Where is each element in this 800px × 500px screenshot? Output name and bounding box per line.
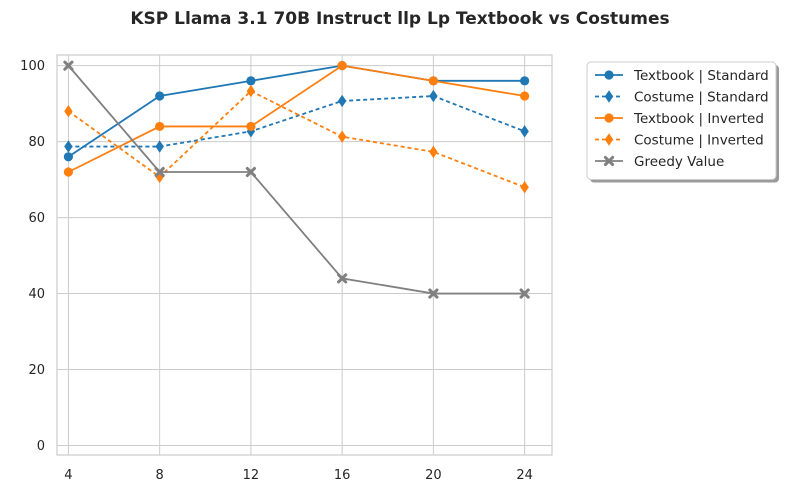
data-point [63,60,74,71]
legend-item: Greedy Value [595,154,724,170]
data-point [154,166,165,178]
data-point [337,61,347,71]
data-point [337,94,347,108]
plot-frame [56,54,553,456]
series-line [67,65,525,295]
data-point [245,166,256,178]
y-tick-label: 60 [28,211,45,226]
legend-label: Textbook | Standard [633,68,769,84]
data-point [64,105,73,118]
legend-item: Costume | Standard [595,90,769,106]
series-1 [64,89,529,153]
data-point [519,288,530,299]
legend: Textbook | Standard Costume | Standard Tex… [586,61,779,183]
data-point [63,167,74,177]
legend-label: Costume | Standard [634,90,769,106]
data-point [246,121,256,132]
x-tick-label: 12 [243,468,260,483]
y-tick-label: 0 [37,439,45,454]
legend-item: Textbook | Inverted [595,111,764,127]
data-point [246,125,256,138]
legend-label: Greedy Value [634,154,724,170]
data-point [428,76,438,86]
axes: 4 8 12 16 20 24 0 20 40 60 80 100 [20,54,553,483]
legend-item: Costume | Inverted [595,133,764,149]
y-tick-label: 80 [28,135,45,150]
x-tick-label: 16 [334,468,351,483]
legend-label: Costume | Inverted [634,133,764,149]
legend-box [586,61,777,180]
series-4 [63,60,530,299]
x-tick-label: 8 [156,468,164,483]
series-line [68,95,525,148]
chart-title: KSP Llama 3.1 70B Instruct llp Lp Textbo… [130,9,669,29]
data-point [155,140,164,153]
data-point [520,76,530,86]
series-2 [63,61,530,177]
legend-marker [604,113,614,123]
y-tick-label: 20 [28,363,45,378]
plot-area [63,60,530,299]
data-point [155,121,165,132]
legend-marker [604,133,614,146]
legend-marker [604,70,614,80]
x-tick-label: 4 [64,468,72,483]
data-point [520,91,530,101]
grid [57,55,552,455]
series-line [67,90,525,189]
data-point [429,89,438,103]
data-point [246,84,256,98]
data-point [337,130,347,143]
legend-marker [603,155,615,167]
y-tick-label: 40 [28,287,45,302]
y-tick-label: 100 [20,59,45,74]
data-point [520,180,529,194]
data-point [428,288,439,299]
data-point [520,125,529,138]
data-point [246,76,256,86]
data-point [64,140,73,153]
data-point [337,273,348,284]
legend-marker [604,90,614,103]
series-line [68,64,525,173]
data-point [63,152,74,162]
legend-label: Textbook | Inverted [633,111,764,127]
x-tick-label: 24 [516,468,533,483]
data-point [429,145,438,159]
x-tick-label: 20 [425,468,442,483]
legend-item: Textbook | Standard [595,68,769,84]
data-point [155,91,165,101]
series-line [67,64,525,158]
